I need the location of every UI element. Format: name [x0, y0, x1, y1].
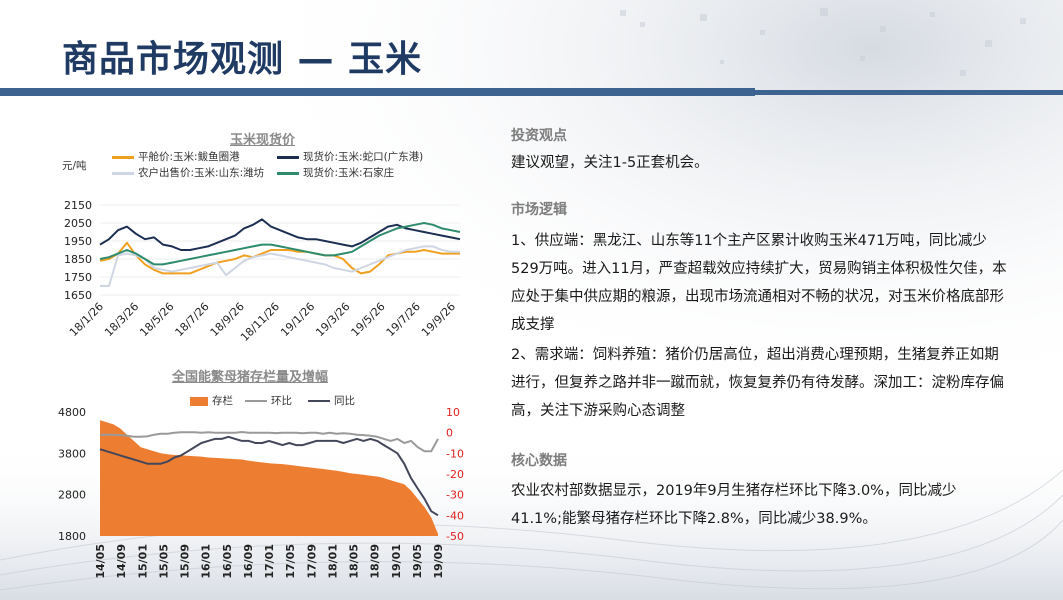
legend-label: 平舱价:玉米:鲅鱼圈港	[138, 151, 240, 163]
chart1-x-tick-label: 19/1/26	[278, 300, 317, 339]
chart2-x-tick-label: 16/01	[200, 544, 213, 579]
chart2-x-tick-label: 18/01	[326, 544, 339, 579]
chart2-x-tick-label: 19/09	[432, 544, 445, 579]
chart1-x-tick-label: 18/3/26	[102, 300, 141, 339]
chart2-right-y-tick-label: -30	[446, 489, 464, 502]
legend-swatch	[277, 172, 299, 175]
chart2-plot: 1800 2800 3800 4800 10 0 -10 -20 -30 -40 -50 14/05 1…	[58, 406, 464, 579]
chart2-x-tick-label: 17/09	[305, 544, 318, 579]
chart1-x-tick-label: 18/5/26	[137, 300, 176, 339]
legend-label: 存栏	[212, 395, 233, 407]
chart2-x-tick-label: 14/09	[115, 544, 128, 579]
chart1-series-line-3	[99, 222, 461, 266]
core-data-text: 农业农村部数据显示，2019年9月生猪存栏环比下降3.0%，同比减少41.1%;…	[511, 483, 957, 527]
chart2-x-tick-label: 19/05	[411, 544, 424, 579]
section-heading-core-data: 核心数据	[511, 453, 567, 469]
chart2-left-y-tick-label: 2800	[58, 489, 86, 502]
chart2-right-y-tick-label: -10	[446, 447, 464, 460]
chart2-series-area-0	[100, 420, 438, 536]
chart1-x-tick-label: 19/9/26	[419, 300, 458, 339]
legend-swatch	[190, 397, 208, 406]
chart1-y-tick-label: 2050	[64, 217, 92, 230]
chart2-x-tick-label: 19/01	[390, 544, 403, 579]
chart2-left-y-tick-label: 1800	[58, 530, 86, 543]
legend-label: 现货价:玉米:蛇口(广东港)	[303, 151, 424, 163]
chart1-x-tick-label: 19/5/26	[349, 300, 388, 339]
chart1-x-tick-label: 18/1/26	[67, 300, 106, 339]
chart1-y-tick-label: 1950	[64, 235, 92, 248]
section-heading-market-logic: 市场逻辑	[511, 202, 567, 218]
legend-swatch	[112, 172, 134, 175]
chart1-y-tick-label: 1850	[64, 253, 92, 266]
investment-view-text: 建议观望，关注1-5正套机会。	[511, 155, 709, 171]
chart1-x-tick-label: 18/7/26	[173, 300, 212, 339]
legend-label: 同比	[334, 395, 355, 407]
chart2-left-y-tick-label: 4800	[58, 406, 86, 419]
title-underline-bar-extension	[755, 90, 1063, 95]
chart2-series-line-1	[100, 431, 439, 453]
chart1-x-tick-label: 18/11/26	[238, 300, 282, 344]
legend-label: 环比	[271, 395, 292, 407]
legend-swatch	[277, 156, 299, 159]
chart2-right-y-tick-label: 0	[446, 427, 453, 440]
legend-swatch	[245, 400, 267, 402]
chart1-title: 玉米现货价	[230, 133, 296, 148]
market-logic-supply-text: 1、供应端：黑龙江、山东等11个主产区累计收购玉米471万吨，同比减少529万吨…	[511, 233, 1007, 333]
market-logic-demand-text: 2、需求端：饲料养殖：猪价仍居高位，超出消费心理预期，生猪复养正如期进行，但复养…	[511, 347, 1004, 419]
chart2-x-tick-label: 17/05	[284, 544, 297, 579]
chart1-y-tick-label: 1650	[64, 289, 92, 302]
page-title: 商品市场观测 — 玉米	[62, 39, 423, 80]
section-heading-investment-view: 投资观点	[511, 128, 567, 144]
chart2-x-tick-label: 18/09	[369, 544, 382, 579]
chart2-x-tick-label: 15/09	[179, 544, 192, 579]
chart2-x-tick-label: 16/09	[242, 544, 255, 579]
chart2-x-tick-label: 15/05	[157, 544, 170, 579]
chart1-x-tick-label: 19/7/26	[384, 300, 423, 339]
chart1-x-tick-label: 19/3/26	[313, 300, 352, 339]
title-underline-bar	[0, 88, 755, 96]
chart1-plot: 16501750185019502050215018/1/2618/3/2618…	[64, 199, 461, 344]
legend-label: 现货价:玉米:石家庄	[303, 167, 395, 179]
chart1-y-tick-label: 1750	[64, 271, 92, 284]
chart1-series-line-1	[99, 218, 461, 251]
chart2-x-tick-label: 17/01	[263, 544, 276, 579]
legend-label: 农户出售价:玉米:山东:潍坊	[138, 167, 265, 179]
chart2-x-tick-label: 14/05	[94, 544, 107, 579]
chart2-left-y-tick-label: 3800	[58, 447, 86, 460]
chart1-y-tick-label: 2150	[64, 199, 92, 212]
chart1-series-line-2	[100, 245, 460, 287]
chart2-title: 全国能繁母猪存栏量及增幅	[172, 370, 329, 385]
chart2-right-y-tick-label: 10	[446, 406, 460, 419]
legend-swatch	[308, 400, 330, 402]
chart2-x-tick-label: 15/01	[136, 544, 149, 579]
chart2-x-tick-label: 18/05	[348, 544, 361, 579]
legend-swatch	[112, 156, 134, 159]
chart2-series-line-2	[99, 435, 439, 517]
chart1-unit-label: 元/吨	[62, 160, 87, 172]
chart2-right-y-tick-label: -40	[446, 509, 464, 522]
chart2-right-y-tick-label: -20	[446, 468, 464, 481]
chart2-x-tick-label: 16/05	[221, 544, 234, 579]
chart2-right-y-tick-label: -50	[446, 530, 464, 543]
